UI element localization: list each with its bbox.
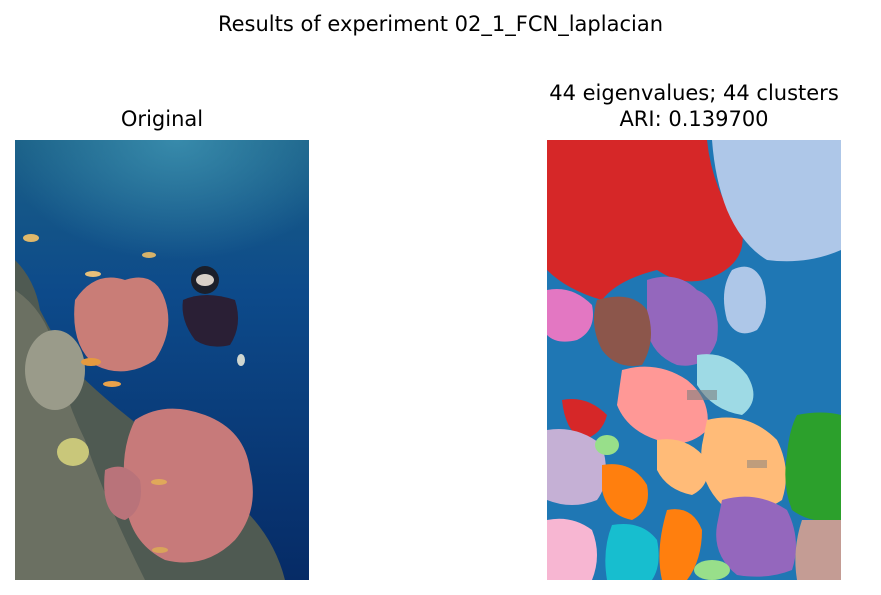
segmentation-title-line-1: 44 eigenvalues; 44 clusters (549, 81, 839, 105)
segmentation-panel-title: 44 eigenvalues; 44 clusters ARI: 0.13970… (500, 80, 881, 132)
original-image (15, 140, 309, 580)
figure-suptitle: Results of experiment 02_1_FCN_laplacian (217, 12, 664, 36)
segmentation-title-line-2: ARI: 0.139700 (619, 107, 769, 131)
segmentation-image (547, 140, 841, 580)
original-panel-title: Original (120, 107, 204, 131)
